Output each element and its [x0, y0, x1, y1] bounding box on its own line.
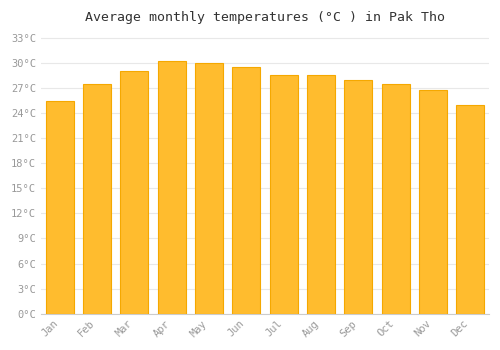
Bar [270, 76, 297, 314]
Bar [456, 105, 484, 314]
Bar [195, 63, 223, 314]
Bar [46, 100, 74, 314]
Bar [344, 79, 372, 314]
Title: Average monthly temperatures (°C ) in Pak Tho: Average monthly temperatures (°C ) in Pa… [85, 11, 445, 24]
Bar [307, 76, 335, 314]
Bar [232, 67, 260, 314]
Bar [419, 90, 447, 314]
Bar [158, 61, 186, 314]
Bar [120, 71, 148, 314]
Bar [83, 84, 111, 314]
Bar [382, 84, 409, 314]
